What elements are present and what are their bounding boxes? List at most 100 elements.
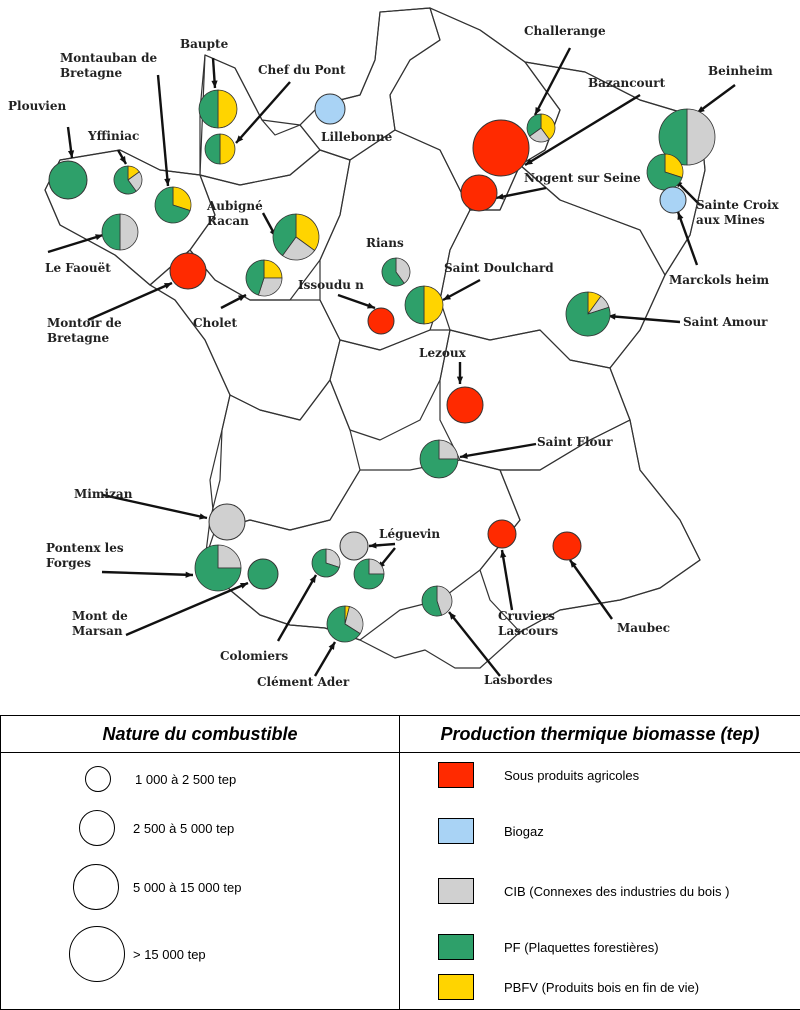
arrow — [368, 542, 396, 549]
pie-slice — [423, 285, 444, 325]
site-label: Lezoux — [419, 346, 467, 360]
pie-slice — [219, 133, 236, 165]
legend-fuel-item: Biogaz — [438, 818, 544, 844]
pie-slice — [295, 213, 320, 252]
arrow — [456, 362, 464, 384]
legend-size-3: 5 000 à 15 000 tep — [73, 864, 241, 910]
pie-slice — [540, 113, 556, 140]
legend-fuel-label: Biogaz — [504, 823, 544, 839]
site-label: Beinheim — [708, 64, 773, 78]
site-label: Nogent sur Seine — [524, 171, 641, 185]
pie-slice — [154, 186, 191, 224]
arrow — [116, 149, 128, 165]
pie-slice — [194, 544, 242, 592]
site-pie — [311, 548, 341, 578]
pie-slice — [272, 213, 297, 257]
arrow — [313, 641, 337, 677]
legend-fuel-item: PBFV (Produits bois en fin de vie) — [438, 974, 699, 1000]
legend-size-label: > 15 000 tep — [133, 946, 206, 962]
site-pie — [353, 558, 385, 590]
size-circle-icon — [85, 766, 111, 792]
pie-slice — [314, 93, 346, 125]
site-label: Sainte Croix aux Mines — [696, 198, 780, 227]
pie-slice — [247, 558, 279, 590]
arrow — [66, 126, 75, 159]
site-pie — [154, 186, 192, 224]
arrow — [125, 581, 249, 637]
site-pie — [208, 503, 246, 541]
site-pie — [367, 307, 395, 335]
site-pie — [169, 252, 207, 290]
color-swatch-icon — [438, 762, 474, 788]
site-label: Pontenx les Forges — [46, 541, 124, 570]
pie-slice — [395, 257, 411, 284]
legend-size-2: 2 500 à 5 000 tep — [79, 810, 234, 846]
site-label: Marckols heim — [669, 273, 769, 287]
legend-fuel-label: PBFV (Produits bois en fin de vie) — [504, 979, 700, 995]
legend-fuel-label: Sous produits agricoles — [504, 767, 640, 783]
size-circle-icon — [69, 926, 125, 982]
site-label: Lillebonne — [321, 130, 393, 144]
site-label: Colomiers — [220, 649, 288, 663]
pie-slice — [326, 605, 361, 643]
size-circle-icon — [79, 810, 115, 846]
site-label: Cholet — [193, 316, 237, 330]
site-pie — [272, 213, 320, 261]
site-label: Yffiniac — [87, 129, 139, 143]
site-label: Lasbordes — [484, 673, 553, 687]
pie-slice — [344, 606, 364, 635]
site-label: Maubec — [617, 621, 670, 635]
arrow — [87, 281, 173, 322]
pie-slice — [436, 585, 453, 616]
color-swatch-icon — [438, 818, 474, 844]
legend-size-label: 2 500 à 5 000 tep — [133, 820, 235, 836]
pie-slice — [565, 291, 611, 337]
pie-slice — [339, 531, 369, 561]
pie-slice — [204, 133, 221, 165]
site-labels: Plouvien Yffiniac Montauban de Bretagne Baup… — [8, 24, 780, 689]
arrow — [607, 313, 681, 324]
site-label: Mimizan — [74, 487, 133, 501]
site-pie — [247, 558, 279, 590]
pie-slice — [686, 108, 716, 166]
pie-slice — [119, 213, 139, 251]
site-pie — [194, 544, 242, 592]
legend-fuel-item: Sous produits agricoles — [438, 762, 639, 788]
pie-slice — [217, 89, 238, 129]
legend-fuel-label: PF (Plaquettes forestières) — [504, 939, 659, 955]
site-label: Chef du Pont — [258, 63, 346, 77]
legend-size-label: 5 000 à 15 000 tep — [133, 879, 242, 895]
arrow — [101, 570, 194, 578]
arrow — [524, 93, 641, 167]
legend: Nature du combustible 1 000 à 2 500 tep … — [0, 715, 800, 1010]
size-circle-icon — [73, 864, 119, 910]
pie-slice — [460, 174, 498, 212]
site-label: Issoudu n — [298, 278, 364, 292]
arrow — [276, 574, 318, 642]
pie-slice — [281, 236, 316, 261]
arrow — [211, 57, 218, 89]
site-pie — [101, 213, 139, 251]
site-pie — [487, 519, 517, 549]
pie-slice — [245, 259, 265, 296]
arrow — [459, 442, 537, 459]
arrow — [47, 233, 104, 254]
legend-size-1: 1 000 à 2 500 tep — [85, 766, 236, 792]
color-swatch-icon — [438, 934, 474, 960]
site-label: Rians — [366, 236, 404, 250]
arrow — [442, 278, 481, 302]
site-label: Baupte — [180, 37, 229, 51]
site-label: Bazancourt — [588, 76, 666, 90]
pie-slice — [257, 277, 283, 297]
color-swatch-icon — [438, 878, 474, 904]
site-pie — [339, 531, 369, 561]
pie-slice — [487, 519, 517, 549]
legend-fuel-column: Production thermique biomasse (tep) Sous… — [400, 716, 800, 1009]
legend-fuel-title: Production thermique biomasse (tep) — [400, 716, 800, 753]
site-label: Plouvien — [8, 99, 66, 113]
pie-slice — [169, 252, 207, 290]
pie-slice — [208, 503, 246, 541]
region-border — [439, 164, 666, 369]
site-pie — [204, 133, 236, 165]
site-pie — [552, 531, 582, 561]
